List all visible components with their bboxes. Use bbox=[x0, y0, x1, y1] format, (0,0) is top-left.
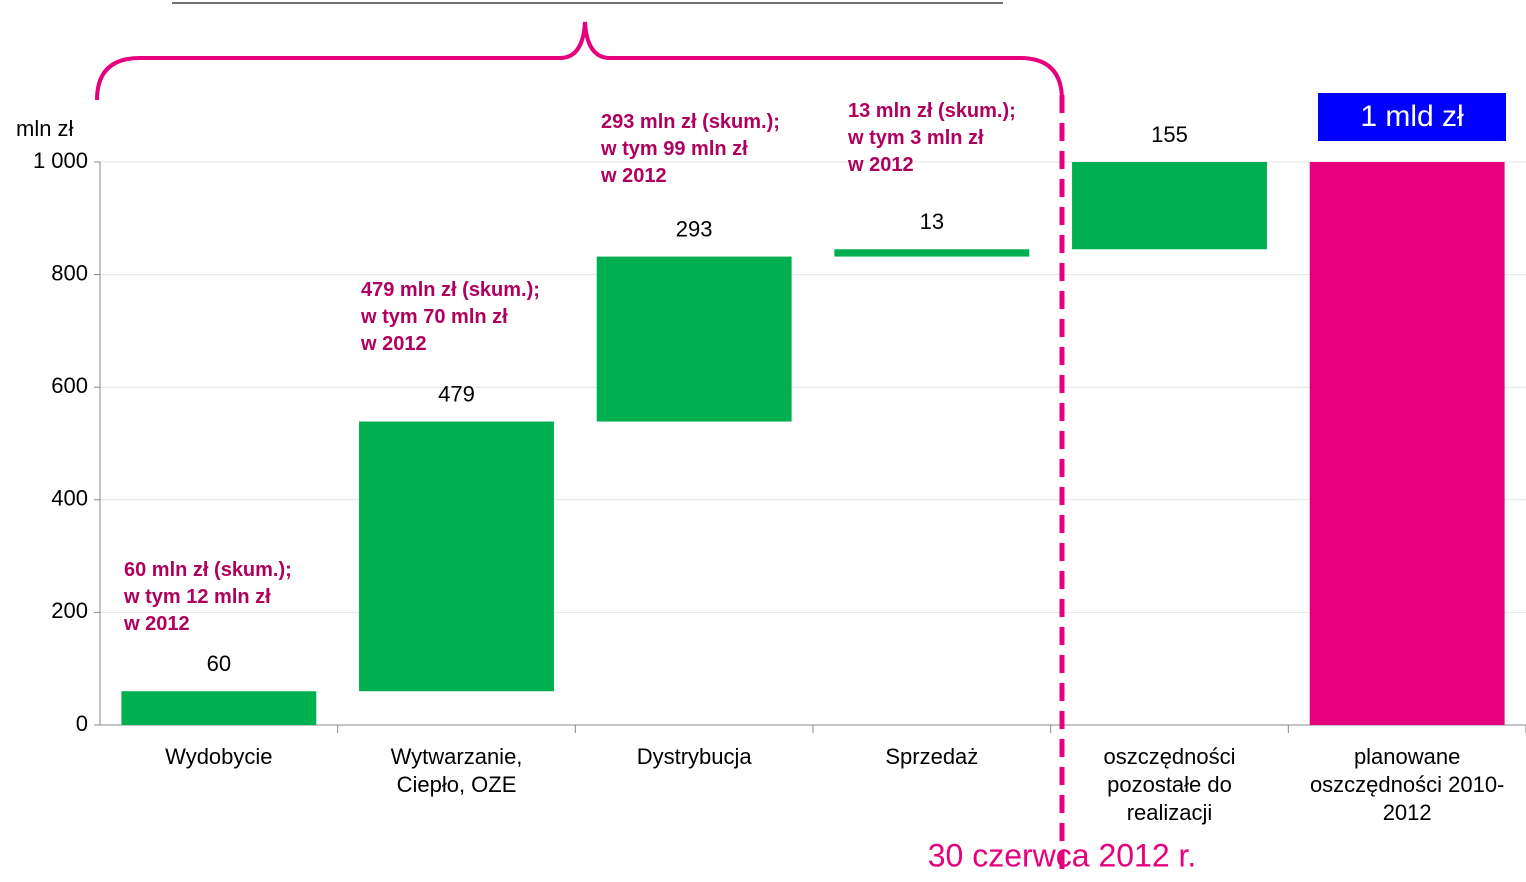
x-tick-label: Dystrybucja bbox=[637, 744, 753, 769]
annotation: 479 mln zł (skum.); w tym 70 mln zł w 2012 bbox=[360, 279, 540, 355]
data-label: 155 bbox=[1151, 122, 1188, 147]
y-tick-label: 600 bbox=[51, 373, 88, 398]
annotation-line: w 2012 bbox=[360, 333, 427, 355]
bar bbox=[1309, 162, 1505, 725]
data-label: 293 bbox=[676, 216, 713, 241]
x-tick-label: oszczędności pozostałe do realizacji bbox=[1103, 744, 1235, 825]
y-tick-label: 400 bbox=[51, 486, 88, 511]
date-marker: 30 czerwca 2012 r. bbox=[928, 837, 1197, 873]
x-tick-label-line: Ciepło, OZE bbox=[397, 772, 517, 797]
badge-box bbox=[1318, 93, 1506, 141]
bar bbox=[121, 691, 317, 725]
data-label: 13 bbox=[920, 209, 944, 234]
y-tick-label: 0 bbox=[76, 711, 88, 736]
bar bbox=[834, 249, 1030, 257]
brace bbox=[95, 21, 1064, 101]
total-badge: 1 mld zł bbox=[1360, 100, 1464, 133]
annotation-line: 13 mln zł (skum.); bbox=[848, 100, 1016, 122]
annotation-line: w tym 70 mln zł bbox=[360, 306, 508, 328]
annotation: 60 mln zł (skum.); w tym 12 mln zł w 2012 bbox=[123, 559, 292, 635]
x-tick-label: Wytwarzanie, Ciepło, OZE bbox=[391, 744, 523, 797]
x-tick-label-line: oszczędności 2010- bbox=[1310, 772, 1504, 797]
x-tick-label-line: planowane bbox=[1354, 744, 1460, 769]
x-tick-label-line: Wytwarzanie, bbox=[391, 744, 523, 769]
x-tick-label-line: realizacji bbox=[1127, 800, 1213, 825]
annotation-line: w 2012 bbox=[123, 613, 190, 635]
annotation-line: 60 mln zł (skum.); bbox=[124, 559, 292, 581]
y-tick-label: 200 bbox=[51, 598, 88, 623]
annotation-line: 479 mln zł (skum.); bbox=[361, 279, 540, 301]
annotation-line: w 2012 bbox=[600, 165, 667, 187]
bar bbox=[1072, 162, 1267, 250]
x-tick-label-line: oszczędności bbox=[1103, 744, 1235, 769]
annotation-line: w tym 3 mln zł bbox=[847, 127, 984, 149]
annotation-line: w 2012 bbox=[847, 154, 914, 176]
x-tick-label: Wydobycie bbox=[165, 744, 272, 769]
bar bbox=[596, 256, 792, 422]
bar bbox=[359, 421, 554, 692]
y-tick-label: 1 000 bbox=[33, 148, 88, 173]
x-tick-label-line: pozostałe do bbox=[1107, 772, 1232, 797]
x-tick-label: Sprzedaż bbox=[885, 744, 978, 769]
x-tick-label-line: Sprzedaż bbox=[885, 744, 978, 769]
x-tick-label: planowane oszczędności 2010- 2012 bbox=[1310, 744, 1504, 825]
x-tick-label-line: Wydobycie bbox=[165, 744, 272, 769]
annotation-line: 293 mln zł (skum.); bbox=[601, 111, 780, 133]
data-label: 60 bbox=[207, 651, 231, 676]
annotation-line: w tym 99 mln zł bbox=[600, 138, 748, 160]
x-tick-label-line: 2012 bbox=[1383, 800, 1432, 825]
y-axis-label: mln zł bbox=[16, 116, 74, 141]
x-tick-label-line: Dystrybucja bbox=[637, 744, 753, 769]
y-tick-label: 800 bbox=[51, 260, 88, 285]
data-label: 479 bbox=[438, 381, 475, 406]
annotation: 293 mln zł (skum.); w tym 99 mln zł w 2012 bbox=[600, 111, 780, 187]
annotation: 13 mln zł (skum.); w tym 3 mln zł w 2012 bbox=[847, 100, 1016, 176]
annotation-line: w tym 12 mln zł bbox=[123, 586, 271, 608]
